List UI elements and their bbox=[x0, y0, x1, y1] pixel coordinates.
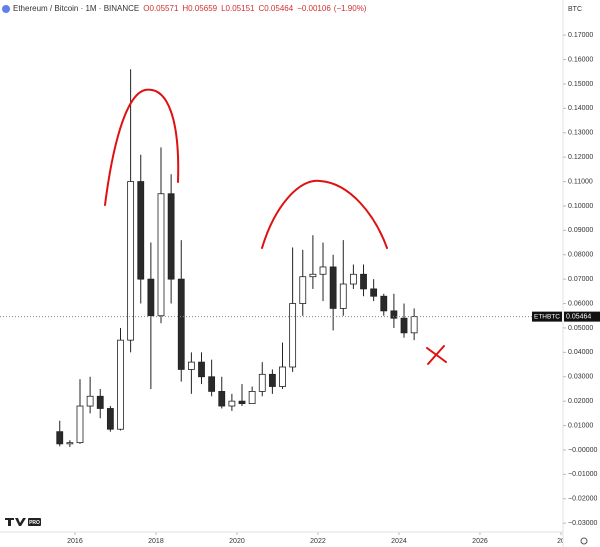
candle-body bbox=[279, 366, 286, 387]
currency: BTC bbox=[568, 6, 582, 13]
x-tick-label: 20 bbox=[557, 538, 565, 545]
y-tick-label: 0.13000 bbox=[568, 130, 593, 137]
candle-body bbox=[370, 288, 378, 297]
candle-body bbox=[56, 431, 64, 445]
arc-drawing bbox=[261, 179, 388, 249]
candle-body bbox=[339, 283, 347, 309]
price-axis-panel bbox=[563, 0, 600, 547]
y-tick-label: −0.01000 bbox=[568, 471, 597, 478]
y-tick-label: 0.10000 bbox=[568, 203, 593, 210]
candle-body bbox=[117, 339, 124, 430]
y-tick-label: 0.14000 bbox=[568, 105, 593, 112]
candle-body bbox=[76, 405, 84, 444]
candle-body bbox=[127, 181, 135, 341]
axes: 0.17000 0.16000 0.15000 0.14000 0.13000 0.120… bbox=[563, 32, 597, 527]
candle-body bbox=[380, 295, 388, 312]
candle-body bbox=[177, 278, 185, 370]
candle-body bbox=[329, 266, 337, 309]
candle-body bbox=[410, 316, 418, 334]
candle-body bbox=[147, 278, 155, 317]
y-tick-label: −0.02000 bbox=[568, 496, 597, 503]
y-tick-label: 0.01000 bbox=[568, 422, 593, 429]
x-tick-label: 2020 bbox=[229, 538, 245, 545]
symbol-icon bbox=[2, 5, 10, 13]
header-item: L0.05151 bbox=[221, 4, 255, 13]
x-tick-label: 2026 bbox=[472, 538, 488, 545]
y-tick-label: 0.03000 bbox=[568, 374, 593, 381]
header-item: O0.05571 bbox=[143, 4, 179, 13]
arc-drawing bbox=[104, 88, 180, 206]
header-item: H0.05659 bbox=[182, 4, 217, 13]
x-tick-label: 2016 bbox=[67, 538, 83, 545]
plot-area: 2016 2018 2020 2022 2024 2026 20 bbox=[0, 69, 565, 545]
x-tick-label: 2018 bbox=[148, 538, 164, 545]
candle-body bbox=[208, 376, 216, 392]
candle-body bbox=[400, 317, 408, 334]
y-tick-label: 0.04000 bbox=[568, 349, 593, 356]
y-tick-label: 0.07000 bbox=[568, 276, 593, 283]
settings-icon[interactable] bbox=[580, 537, 588, 545]
price-label: 0.05464 bbox=[566, 313, 591, 320]
y-tick-label: 0.17000 bbox=[568, 32, 593, 39]
header-item: C0.05464 bbox=[258, 4, 293, 13]
candle-body bbox=[390, 310, 398, 319]
candle-body bbox=[248, 390, 256, 404]
x-tick-label: 2024 bbox=[391, 538, 407, 545]
y-tick-label: 0.06000 bbox=[568, 300, 593, 307]
header-text: Ethereum / Bitcoin · 1M · BINANCE O0.0557… bbox=[13, 4, 367, 13]
cross-drawing bbox=[426, 345, 447, 365]
y-tick-label: 0.05000 bbox=[568, 325, 593, 332]
candle-body bbox=[167, 193, 175, 280]
header: Ethereum / Bitcoin · 1M · BINANCE O0.0557… bbox=[2, 4, 367, 13]
symbol-tag bbox=[532, 311, 562, 322]
candle-body bbox=[106, 408, 114, 430]
candle-body bbox=[86, 395, 94, 407]
candle-body bbox=[66, 442, 74, 445]
price-tag bbox=[564, 311, 600, 322]
logo-mark bbox=[5, 518, 26, 526]
logo: PRO bbox=[5, 518, 41, 526]
candle-body bbox=[268, 373, 276, 387]
y-tick-label: −0.03000 bbox=[568, 520, 597, 527]
annotations bbox=[104, 88, 447, 365]
y-tick-label: 0.15000 bbox=[568, 81, 593, 88]
candle-body bbox=[218, 390, 226, 407]
y-tick-label: 0.02000 bbox=[568, 398, 593, 405]
candle-body bbox=[198, 361, 205, 378]
candle-body bbox=[309, 273, 317, 278]
logo-badge bbox=[28, 518, 41, 526]
candle-body bbox=[299, 276, 307, 304]
candle-body bbox=[289, 303, 297, 368]
y-tick-label: 0.08000 bbox=[568, 252, 593, 259]
y-tick-label: −0.00000 bbox=[568, 447, 597, 454]
header-item: (−1.90%) bbox=[334, 4, 367, 13]
y-tick-label: 0.09000 bbox=[568, 227, 593, 234]
y-tick-label: 0.16000 bbox=[568, 56, 593, 63]
candle-body bbox=[258, 373, 266, 392]
y-tick-label: 0.11000 bbox=[568, 178, 593, 185]
header-item: Ethereum / Bitcoin · 1M · BINANCE bbox=[13, 4, 139, 13]
x-tick-label: 2022 bbox=[310, 538, 326, 545]
header-item: −0.00106 bbox=[297, 4, 331, 13]
badge-text: PRO bbox=[29, 520, 40, 526]
candle-body bbox=[228, 400, 236, 407]
symbol-label: ETHBTC bbox=[534, 313, 560, 320]
candle-body bbox=[137, 181, 145, 280]
candle-body bbox=[360, 273, 367, 290]
y-tick-label: 0.12000 bbox=[568, 154, 593, 161]
candle-body bbox=[157, 193, 165, 317]
candle-body bbox=[96, 395, 104, 409]
candle-body bbox=[187, 361, 195, 370]
candle-body bbox=[349, 273, 357, 285]
candle-body bbox=[238, 400, 246, 404]
candle-body bbox=[319, 266, 327, 275]
